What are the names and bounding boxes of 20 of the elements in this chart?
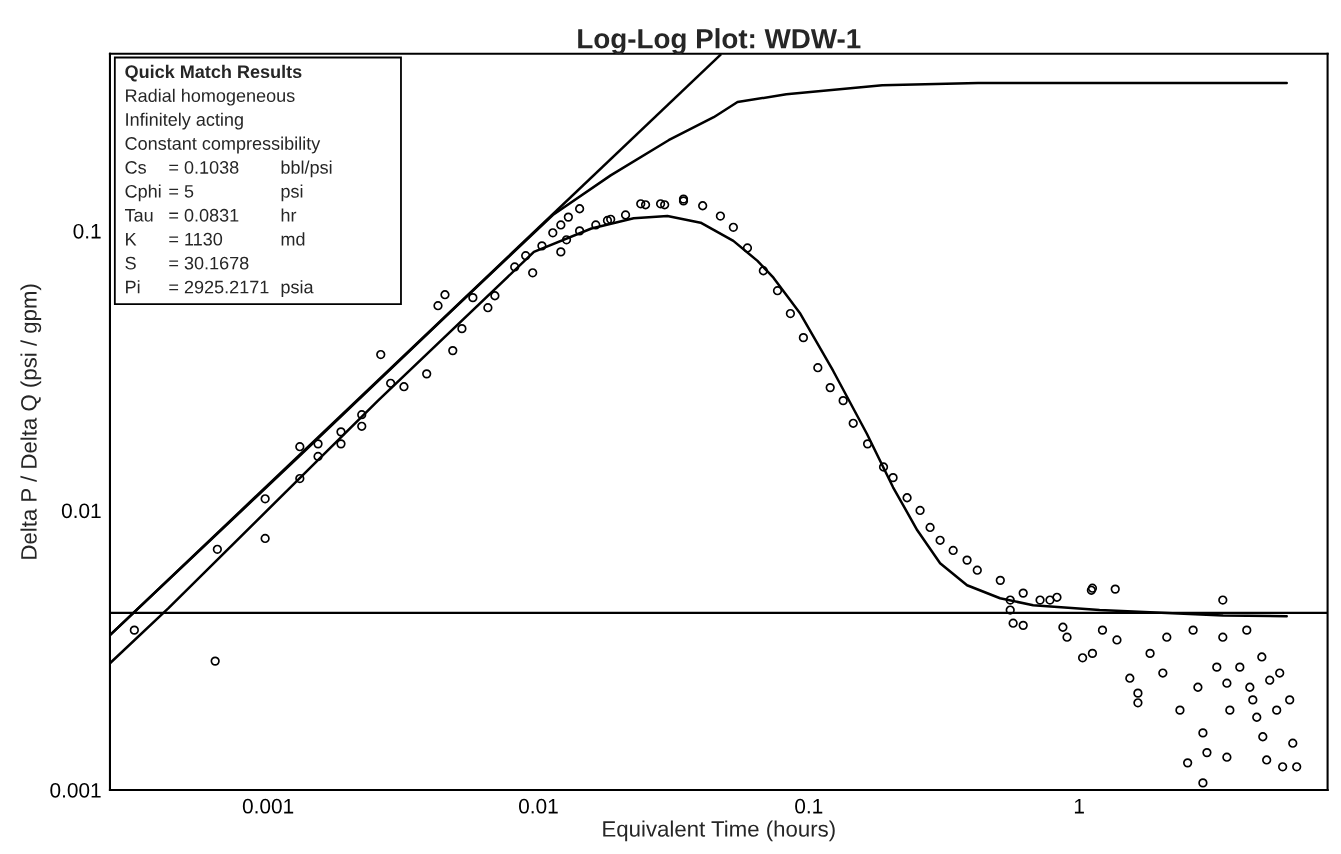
y-axis-title: Delta P / Delta Q (psi / gpm) (20, 284, 42, 559)
text: Pi = 2925.2171 psia (126, 280, 314, 297)
chart-title: Log-Log Plot: WDW-1 (578, 28, 861, 55)
text: S = 30.1678 (125, 256, 249, 270)
text: Tau = 0.0831 hr (124, 208, 297, 222)
y-tick-label: 0.001 (50, 782, 101, 798)
x-tick-label: 0.1 (795, 798, 823, 814)
y-tick-label: 0.01 (61, 503, 101, 519)
text: Cphi = 5 psi (125, 184, 303, 202)
annotation: Radial homogeneous (126, 88, 295, 106)
x-axis-title: Equivalent Time (hours) (603, 820, 835, 842)
annotation: Infinitely acting (126, 112, 243, 130)
annotation: Quick Match Results (125, 64, 302, 82)
x-tick-label: 1 (1074, 799, 1084, 814)
text: Cs = 0.1038 bbl/psi (125, 160, 332, 178)
x-tick-label: 0.01 (519, 798, 558, 814)
x-tick-label: 0.001 (242, 798, 294, 814)
annotation: Constant compressibility (125, 136, 321, 154)
text: K = 1130 md (126, 232, 305, 246)
y-tick-label: 0.1 (73, 223, 101, 239)
